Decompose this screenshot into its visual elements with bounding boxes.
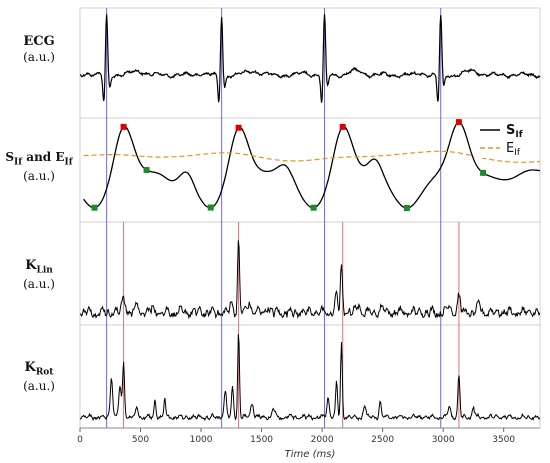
row-label-title: KRot	[24, 360, 54, 378]
ecg-trace	[79, 14, 541, 103]
s-if-min-marker-4	[310, 204, 317, 211]
x-tick-label-1000: 1000	[190, 435, 213, 445]
x-tick-label-2500: 2500	[371, 435, 394, 445]
x-tick-label-0: 0	[77, 435, 83, 445]
s-if-min-marker-2	[143, 167, 150, 174]
row-label-title: ECG	[23, 34, 55, 49]
s-if-trace	[83, 121, 541, 209]
s-if-max-marker-4	[455, 119, 462, 126]
panel-frame-krot	[79, 324, 541, 429]
legend-box	[474, 120, 538, 158]
row-label-klin: KLin (a.u.)	[0, 258, 78, 292]
x-tick-label-1500: 1500	[250, 435, 273, 445]
x-tick-label-500: 500	[132, 435, 149, 445]
s-if-max-marker-3	[339, 123, 346, 130]
s-if-min-marker-6	[480, 169, 487, 176]
panel-frame-ecg	[79, 7, 541, 119]
s-if-min-marker-3	[207, 204, 214, 211]
signals-layer	[79, 14, 541, 422]
peak-markers	[91, 119, 487, 211]
row-label-unit: (a.u.)	[23, 276, 55, 291]
row-label-unit: (a.u.)	[23, 50, 55, 65]
k-rot-trace	[79, 334, 541, 422]
row-label-title: SIf and EIf	[5, 150, 73, 168]
s-if-min-marker-1	[91, 204, 98, 211]
vertical-marker-lines	[106, 8, 460, 428]
row-label-krot: KRot (a.u.)	[0, 360, 78, 394]
s-if-min-marker-5	[403, 204, 410, 211]
s-if-max-marker-1	[120, 123, 127, 130]
row-label-title: KLin	[25, 258, 53, 276]
x-tick-label-2000: 2000	[311, 435, 334, 445]
x-axis-label: Time (ms)	[285, 449, 336, 460]
row-label-sif: SIf and EIf (a.u.)	[0, 150, 78, 184]
e-if-trace	[83, 150, 541, 163]
panels-layer	[79, 7, 541, 429]
row-label-ecg: ECG (a.u.)	[0, 34, 78, 65]
row-label-unit: (a.u.)	[23, 378, 55, 393]
row-label-unit: (a.u.)	[23, 168, 55, 183]
x-tick-label-3500: 3500	[492, 435, 515, 445]
s-if-max-marker-2	[235, 124, 242, 131]
k-lin-trace	[79, 240, 541, 320]
x-axis: 0 500 1000 1500 2000 2500 3000 3500	[77, 427, 540, 445]
x-tick-label-3000: 3000	[432, 435, 455, 445]
